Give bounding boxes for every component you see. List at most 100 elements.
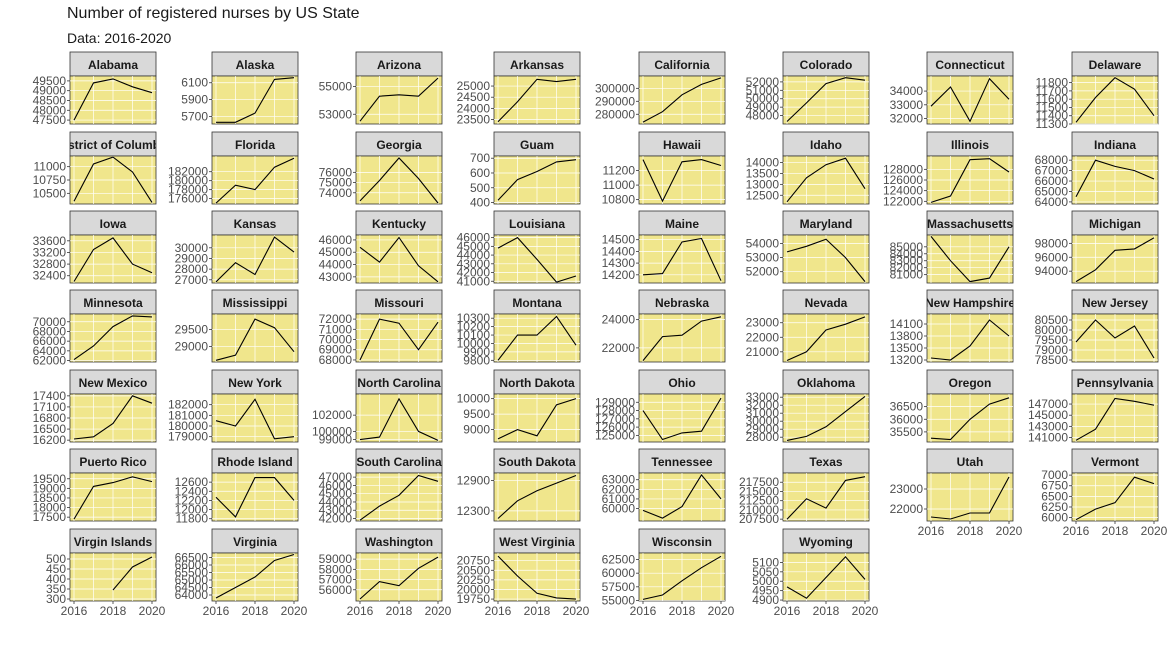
y-tick-label: 29000 [746,422,780,436]
y-tick-label: 64000 [33,344,67,358]
series-line [1075,237,1155,283]
series-line [215,236,295,283]
y-tick-label: 4900 [752,593,779,607]
strip-label: Kentucky [372,217,426,231]
y-tick-label: 179000 [168,430,208,444]
y-tick-label: 48500 [33,93,67,107]
x-tick-label: 2018 [669,604,696,618]
y-tick-label: 49500 [33,74,67,88]
y-tick-label: 42000 [457,266,491,280]
series-line [215,398,295,440]
panel-alaska: Alaska 5700 5900 6100 [181,51,299,125]
series-line [497,398,577,440]
y-tick-label: 13500 [890,341,924,355]
y-tick-label: 22000 [890,502,924,516]
strip-background [638,210,726,236]
strip-background [782,131,870,157]
strip-background [638,369,726,395]
y-tick-label: 19500 [33,472,67,486]
y-tick-label: 20750 [457,554,491,568]
y-tick-label: 64500 [175,581,209,595]
y-tick-label: 19000 [33,481,67,495]
y-tick-label: 65000 [175,573,209,587]
series-line [112,556,153,591]
series-line [359,397,439,441]
y-tick-label: 124000 [883,184,923,198]
y-tick-label: 32000 [746,398,780,412]
strip-background [926,289,1014,315]
y-tick-label: 181000 [168,408,208,422]
y-tick-label: 12200 [175,493,209,507]
strip-background [638,51,726,77]
strip-label: Alaska [236,58,275,72]
strip-label: Rhode Island [217,455,292,469]
series-line [930,476,1010,520]
series-line [73,237,153,282]
strip-background [926,448,1014,474]
y-tick-label: 400 [470,196,490,210]
y-tick-label: 48000 [33,103,67,117]
y-tick-label: 45000 [319,245,353,259]
y-tick-label: 31000 [746,406,780,420]
y-tick-label: 65500 [175,566,209,580]
y-tick-label: 11300 [1036,117,1069,131]
y-tick-label: 11400 [1036,109,1069,123]
y-tick-label: 53000 [319,107,353,121]
y-tick-label: 30000 [175,241,209,255]
series-line [216,77,295,123]
y-tick-label: 47000 [319,470,353,484]
x-tick-label: 2020 [563,604,590,618]
y-tick-label: 5900 [181,93,208,107]
chart-subtitle: Data: 2016-2020 [67,30,172,46]
y-tick-label: 7000 [1041,468,1068,482]
strip-label: Guam [520,138,554,152]
y-tick-label: 54000 [746,236,780,250]
y-tick-label: 59000 [319,552,353,566]
strip-label: Texas [809,455,842,469]
series-line [1075,397,1155,441]
series-line [359,556,439,600]
y-tick-label: 43000 [319,270,353,284]
series-line [786,316,866,362]
strip-background [638,131,726,157]
y-tick-label: 43000 [319,503,353,517]
y-tick-label: 29500 [175,322,209,336]
strip-label: Utah [957,455,984,469]
y-tick-label: 27000 [175,273,209,287]
y-tick-label: 33000 [746,390,780,404]
y-tick-label: 13500 [746,166,780,180]
series-line [497,159,577,201]
strip-background [638,528,726,554]
y-tick-label: 10300 [457,311,491,325]
strip-label: Georgia [376,138,422,152]
x-tick-label: 2018 [813,604,840,618]
series-line [497,555,577,600]
y-tick-label: 62000 [33,354,67,368]
series-line [642,237,722,281]
y-tick-label: 29000 [175,340,209,354]
y-tick-label: 300 [46,592,66,606]
strip-label: Virginia [233,535,277,549]
y-tick-label: 55000 [602,593,636,607]
x-tick-label: 2018 [100,604,127,618]
strip-label: Arkansas [510,58,564,72]
y-tick-label: 14200 [602,268,636,282]
strip-background [355,51,443,77]
y-tick-label: 11000 [603,178,636,192]
y-tick-label: 65000 [1035,184,1069,198]
y-tick-label: 35500 [890,425,924,439]
y-tick-label: 76000 [319,165,353,179]
y-tick-label: 57500 [602,580,636,594]
